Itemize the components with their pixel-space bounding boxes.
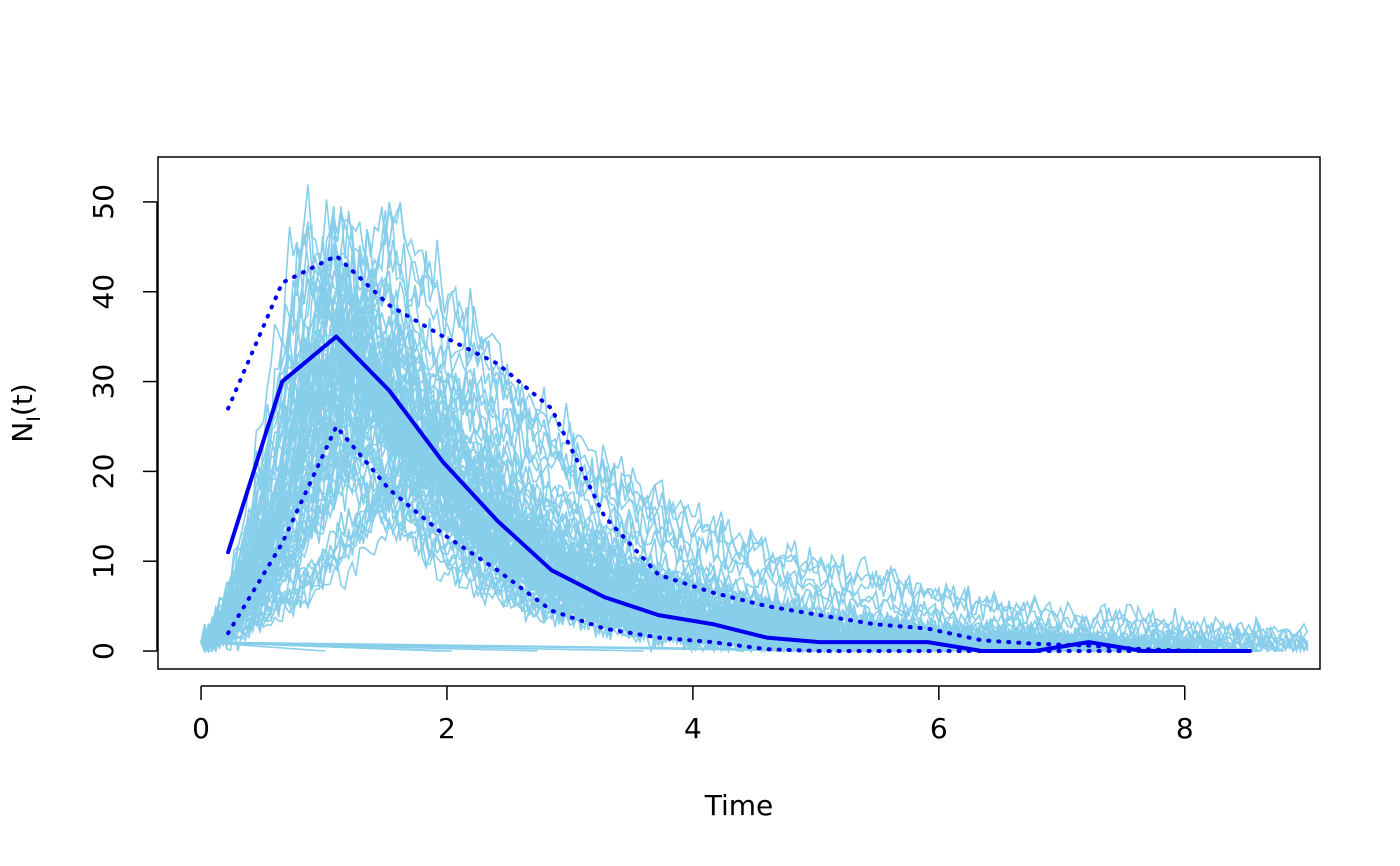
y-axis-label: NI(t) <box>6 383 45 442</box>
x-tick-label: 8 <box>1176 712 1194 745</box>
x-tick-label: 2 <box>438 712 456 745</box>
y-tick-label: 10 <box>87 543 120 579</box>
x-tick-label: 0 <box>192 712 210 745</box>
trajectory-line <box>200 265 1057 653</box>
y-tick-label: 30 <box>87 364 120 400</box>
y-tick-label: 0 <box>87 642 120 660</box>
trajectory-line <box>200 641 538 652</box>
x-tick-label: 6 <box>930 712 948 745</box>
x-tick-label: 4 <box>684 712 702 745</box>
series-lower-line <box>226 424 1252 653</box>
x-axis: 0 2 4 6 8 <box>192 685 1194 745</box>
x-axis-label: Time <box>704 789 774 822</box>
summary-layer <box>226 253 1252 653</box>
y-tick-label: 20 <box>87 454 120 490</box>
series-upper-line <box>226 253 1252 653</box>
trajectory-layer <box>200 184 1309 655</box>
trajectory-line <box>200 235 891 654</box>
y-axis: 0 10 20 30 40 50 <box>87 184 158 660</box>
y-tick-label: 50 <box>87 184 120 220</box>
y-tick-label: 40 <box>87 274 120 310</box>
trajectory-line <box>200 334 897 654</box>
plot-frame <box>157 156 1321 670</box>
